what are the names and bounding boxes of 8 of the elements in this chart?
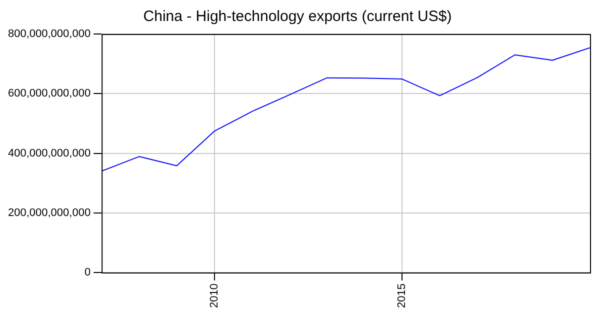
- y-tick-label: 800,000,000,000: [8, 28, 91, 40]
- y-tick-label: 0: [84, 266, 91, 279]
- x-tick-label: 2015: [396, 284, 408, 308]
- chart-title: China - High-technology exports (current US$): [143, 8, 452, 26]
- y-tick-label: 600,000,000,000: [8, 88, 91, 100]
- y-tick-label: 400,000,000,000: [8, 147, 91, 160]
- y-tick-label: 200,000,000,000: [8, 206, 91, 219]
- x-tick-label: 2010: [208, 284, 220, 308]
